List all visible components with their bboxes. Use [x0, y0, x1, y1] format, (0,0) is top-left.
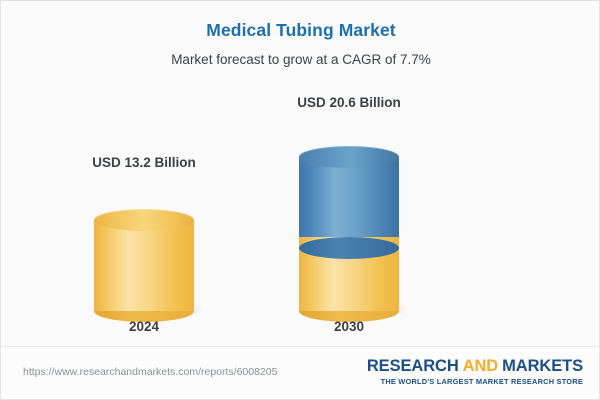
bar-segment-growth-2030 — [299, 146, 399, 259]
chart-plot-area: USD 13.2 Billion 2024 USD 20.6 Billion — [1, 86, 599, 336]
logo-word-research: RESEARCH — [366, 357, 459, 375]
cylinder-divider-cap-2030 — [299, 237, 399, 259]
bar-value-label-2024: USD 13.2 Billion — [92, 155, 196, 170]
logo-tagline: THE WORLD'S LARGEST MARKET RESEARCH STOR… — [380, 377, 583, 387]
cylinder-top-cap-2030 — [299, 146, 399, 168]
cylinder-top-cap-2024 — [94, 209, 194, 231]
bar-segment-base-2024 — [94, 209, 194, 322]
report-url-link[interactable]: https://www.researchandmarkets.com/repor… — [23, 366, 278, 378]
logo-wordmark: RESEARCH AND MARKETS — [366, 357, 583, 375]
research-and-markets-logo[interactable]: RESEARCH AND MARKETS THE WORLD'S LARGEST M… — [366, 357, 583, 387]
cylinder-body-2024 — [94, 220, 194, 311]
bar-value-label-2030: USD 20.6 Billion — [297, 95, 401, 110]
footer: https://www.researchandmarkets.com/repor… — [1, 346, 599, 399]
cylinder-bar-2024[interactable] — [94, 209, 194, 322]
logo-word-and: AND — [462, 357, 499, 375]
category-label-2030: 2030 — [333, 319, 365, 334]
chart-header: Medical Tubing Market Market forecast to… — [1, 1, 599, 67]
page-title: Medical Tubing Market — [206, 20, 396, 40]
cylinder-body-growth-2030 — [299, 157, 399, 237]
bar-group-2024: USD 13.2 Billion 2024 — [64, 86, 224, 336]
bar-group-2030: USD 20.6 Billion 2030 — [269, 86, 429, 336]
cylinder-bar-2030[interactable] — [299, 146, 399, 322]
category-label-2024: 2024 — [128, 319, 160, 334]
chart-subtitle: Market forecast to grow at a CAGR of 7.7… — [171, 52, 431, 67]
logo-word-markets: MARKETS — [502, 357, 583, 375]
